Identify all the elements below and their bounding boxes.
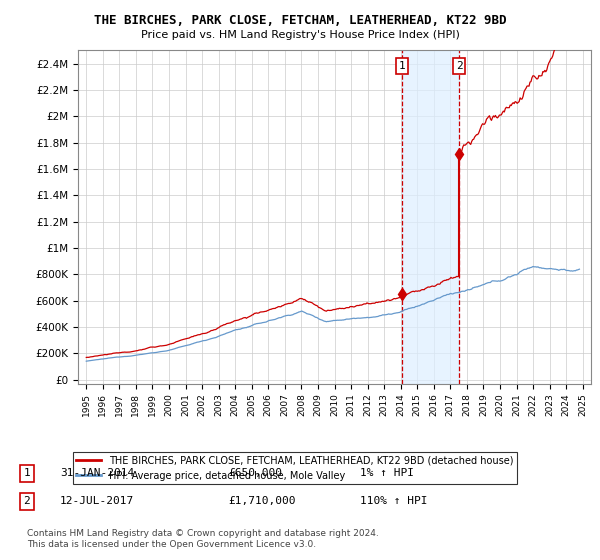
Text: 1: 1: [398, 61, 406, 71]
Text: 12-JUL-2017: 12-JUL-2017: [60, 496, 134, 506]
Text: £650,000: £650,000: [228, 468, 282, 478]
Legend: THE BIRCHES, PARK CLOSE, FETCHAM, LEATHERHEAD, KT22 9BD (detached house), HPI: A: THE BIRCHES, PARK CLOSE, FETCHAM, LEATHE…: [73, 452, 517, 484]
Text: 110% ↑ HPI: 110% ↑ HPI: [360, 496, 427, 506]
Text: 2: 2: [23, 496, 31, 506]
Text: Price paid vs. HM Land Registry's House Price Index (HPI): Price paid vs. HM Land Registry's House …: [140, 30, 460, 40]
Text: THE BIRCHES, PARK CLOSE, FETCHAM, LEATHERHEAD, KT22 9BD: THE BIRCHES, PARK CLOSE, FETCHAM, LEATHE…: [94, 14, 506, 27]
Text: 1: 1: [23, 468, 31, 478]
Text: £1,710,000: £1,710,000: [228, 496, 296, 506]
Text: 1% ↑ HPI: 1% ↑ HPI: [360, 468, 414, 478]
Text: Contains HM Land Registry data © Crown copyright and database right 2024.
This d: Contains HM Land Registry data © Crown c…: [27, 529, 379, 549]
Bar: [402, 50, 459, 384]
Text: 31-JAN-2014: 31-JAN-2014: [60, 468, 134, 478]
Text: 2: 2: [456, 61, 463, 71]
